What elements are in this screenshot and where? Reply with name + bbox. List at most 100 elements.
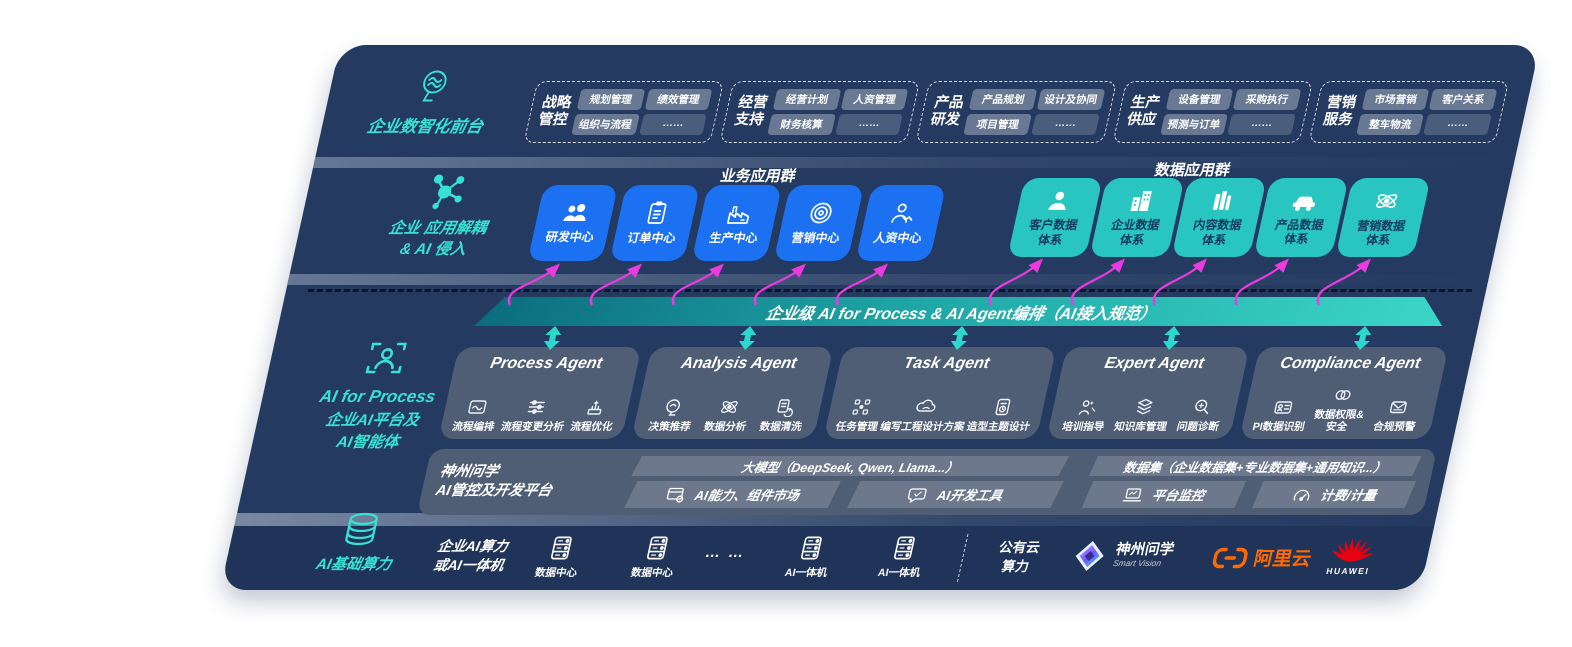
flow-sliders-icon	[525, 397, 549, 417]
tile-label: 订单中心	[625, 231, 678, 246]
flow-optimize-icon	[584, 397, 608, 417]
front-office-label: 企业数智化前台	[365, 118, 485, 136]
data-tile-customer: 客户数据体系	[1007, 178, 1103, 257]
business-tile-marketing: 营销中心	[773, 185, 865, 261]
tile-label: 内容数据体系	[1191, 218, 1243, 247]
decoupling-label-line1: 企业 应用解耦	[387, 220, 489, 237]
data-tile-content: 内容数据体系	[1171, 178, 1267, 257]
agent-capability: 决策推荐	[647, 397, 697, 433]
public-cloud-label: 公有云 算力	[975, 539, 1059, 577]
public-cloud-line1: 公有云	[997, 540, 1042, 555]
infra-label: AI基础算力	[314, 556, 394, 573]
infra-rail: AI基础算力	[302, 510, 416, 574]
group-title: 营销服务	[1321, 94, 1358, 128]
group-title: 经营支持	[732, 94, 770, 128]
front-office-group: 产品研发 产品规划 设计及协同 项目管理 ……	[915, 81, 1117, 143]
node-label: AI一体机	[876, 567, 922, 579]
alert-mail-icon	[1386, 397, 1410, 417]
agent-panels: Process Agent 流程编排 流程变更分析 流程优化	[438, 347, 1449, 439]
module-chip: 设备管理	[1165, 89, 1234, 110]
agent-title: Compliance Agent	[1278, 355, 1423, 372]
flow-window-icon	[466, 397, 490, 417]
compute-node: 数据中心	[608, 535, 702, 580]
aliyun-bracket-icon	[1210, 546, 1251, 570]
szwx-diamond-icon	[1069, 539, 1110, 573]
node-label: 数据中心	[629, 567, 675, 579]
front-office-groups: 战略管控 规划管理 绩效管理 组织与流程 …… 经营支持 经营计划 人资管理 财…	[523, 81, 1510, 143]
module-chip: 经营计划	[772, 89, 842, 110]
agent-title: Process Agent	[488, 355, 604, 372]
platform-label-line1: 神州问学	[438, 464, 500, 481]
public-cloud-line2: 算力	[1000, 558, 1031, 574]
platform-cell-billing: 计费/计量	[1252, 481, 1416, 508]
module-chip: 产品规划	[969, 89, 1038, 110]
pi-id-card-icon	[1271, 397, 1295, 417]
order-clipboard-icon	[642, 200, 672, 226]
ai-layer-label-line1: AI for Process	[317, 387, 438, 406]
permission-rings-icon	[1331, 385, 1355, 405]
module-chip: 人资管理	[840, 89, 909, 110]
module-chip: 采购执行	[1232, 89, 1302, 110]
agent-panel-task: Task Agent 任务管理 编写工程设计方案 造型主题设计	[823, 347, 1057, 439]
diagnosis-scope-icon	[1190, 397, 1214, 417]
nodes-ellipsis: … …	[703, 544, 748, 561]
knowledge-layers-icon	[1133, 397, 1157, 417]
compute-node: AI一体机	[855, 535, 949, 580]
server-icon	[890, 535, 920, 561]
agent-title: Analysis Agent	[679, 355, 799, 372]
module-chip: 项目管理	[963, 114, 1032, 135]
agent-capability: 造型主题设计	[965, 397, 1036, 433]
dataset-bar: 数据集（企业数据集+专业数据集+通用知识...）	[1089, 456, 1422, 476]
node-label: AI一体机	[783, 567, 829, 579]
product-car-icon	[1288, 189, 1321, 213]
front-office-group: 营销服务 市场营销 客户关系 整车物流 ……	[1308, 81, 1510, 143]
platform-cell-market: AI能力、组件市场	[624, 481, 841, 508]
model-bar: 大模型（DeepSeek, Qwen, Llama...）	[631, 456, 1069, 476]
group-title: 生产供应	[1125, 94, 1162, 128]
group-title: 产品研发	[929, 94, 966, 128]
layer-divider	[312, 157, 1516, 168]
module-chip: 财务核算	[767, 114, 836, 135]
platform-model-group: 大模型（DeepSeek, Qwen, Llama...） AI能力、组件市场 …	[624, 456, 1069, 508]
vendor-aliyun-logo: 阿里云	[1209, 544, 1314, 571]
task-grid-icon	[849, 397, 873, 417]
business-tile-rnd: 研发中心	[527, 185, 619, 261]
module-chip: 整车物流	[1356, 114, 1425, 135]
cloud-divider	[956, 534, 969, 582]
agent-capability: 任务管理	[834, 397, 884, 433]
platform-label-line2: AI管控及开发平台	[434, 483, 554, 499]
server-icon	[797, 535, 827, 561]
marketing-target-icon	[805, 200, 837, 226]
decoupling-label-line2: & AI 侵入	[398, 240, 468, 258]
compute-label-line1: 企业AI算力	[436, 538, 510, 554]
tile-label: 企业数据体系	[1109, 218, 1161, 247]
data-tile-marketing: 营销数据体系	[1335, 178, 1431, 257]
szwx-subtitle: Smart Vision	[1111, 558, 1163, 569]
diagram-panel: 企业数智化前台 战略管控 规划管理 绩效管理 组织与流程 …… 经营支持 经营计…	[220, 45, 1541, 590]
agent-capability: 问题诊断	[1175, 397, 1225, 433]
szwx-name: 神州问学	[1114, 542, 1176, 559]
rnd-people-icon	[559, 201, 591, 225]
module-chip: 组织与流程	[571, 114, 640, 135]
data-tile-enterprise: 企业数据体系	[1089, 178, 1185, 257]
agent-capability: 流程优化	[569, 397, 619, 433]
agent-capability: 数据分析	[703, 397, 753, 433]
marketing-atom-icon	[1371, 188, 1403, 214]
database-icon	[336, 510, 387, 550]
front-office-group: 生产供应 设备管理 采购执行 预测与订单 ……	[1112, 81, 1313, 143]
agent-capability: 数据清洗	[758, 397, 808, 433]
server-icon	[547, 535, 577, 561]
huawei-flower-icon	[1329, 534, 1376, 564]
layer-boundary-dashed-line	[307, 289, 1473, 292]
tile-label: 人资中心	[872, 230, 924, 245]
dev-tools-icon	[906, 486, 930, 504]
agent-title: Expert Agent	[1103, 355, 1206, 372]
vendor-huawei-logo: HUAWEI	[1325, 534, 1377, 576]
customer-person-icon	[1043, 188, 1074, 213]
data-clean-icon	[773, 397, 797, 417]
agent-capability: 流程变更分析	[500, 397, 571, 433]
tile-label: 产品数据体系	[1273, 217, 1326, 246]
scan-person-icon	[360, 337, 413, 379]
compute-node: 数据中心	[512, 535, 606, 580]
business-tile-order: 订单中心	[609, 185, 701, 261]
